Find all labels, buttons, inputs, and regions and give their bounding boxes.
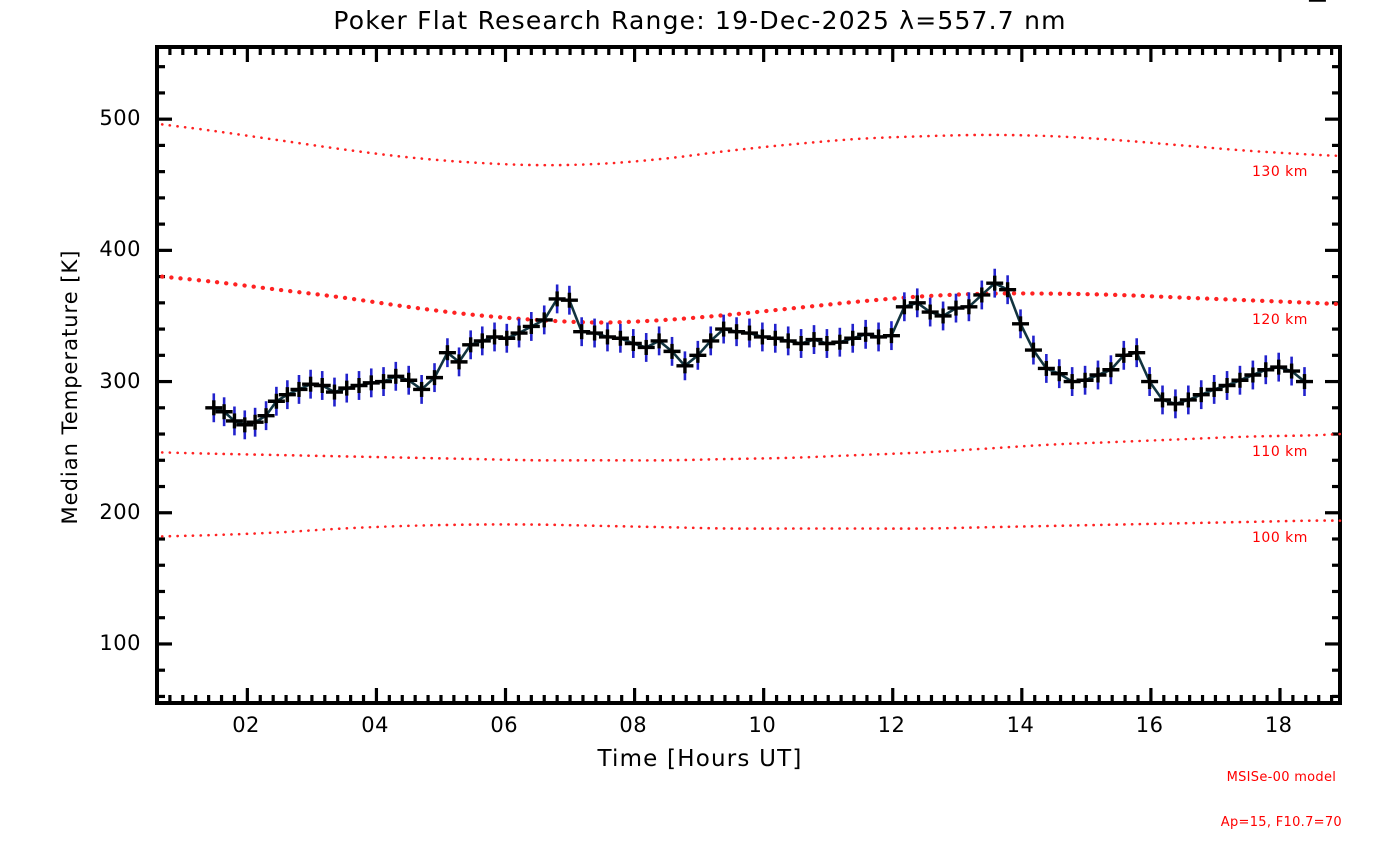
altitude-label-120km: 120 km	[1252, 311, 1308, 328]
model-curve-130km	[160, 123, 1342, 167]
x-tick-label: 12	[877, 713, 906, 737]
plot-frame	[155, 45, 1342, 705]
chart-canvas	[155, 0, 1343, 705]
y-tick-label: 300	[99, 368, 141, 393]
model-curve-100km	[160, 519, 1342, 538]
model-name-text: MSISe-00 model	[1226, 770, 1337, 785]
model-params-text: Ap=15, F10.7=70	[1220, 815, 1342, 830]
x-tick-label: 14	[1006, 713, 1035, 737]
x-tick-label: 02	[232, 713, 260, 737]
x-tick-label: 06	[490, 713, 519, 737]
y-tick-label: 200	[99, 499, 141, 524]
x-tick-label: 10	[748, 713, 777, 737]
data-markers	[205, 0, 1326, 433]
model-curve-110km	[160, 432, 1342, 462]
x-tick-label: 04	[361, 713, 389, 737]
altitude-label-100km: 100 km	[1252, 529, 1308, 546]
y-tick-label: 400	[99, 237, 141, 262]
altitude-label-110km: 110 km	[1252, 444, 1308, 461]
page-title: Poker Flat Research Range: 19-Dec-2025 λ…	[333, 6, 1067, 35]
x-tick-label: 08	[619, 713, 648, 737]
y-tick-label: 500	[99, 106, 141, 131]
x-tick-label: 18	[1264, 713, 1293, 737]
chart-page: Poker Flat Research Range: 19-Dec-2025 λ…	[58, 0, 1343, 830]
x-axis-label: Time [Hours UT]	[597, 746, 803, 772]
x-tick-label: 16	[1135, 713, 1164, 737]
model-curve-120km	[160, 274, 1343, 325]
y-tick-label: 100	[99, 630, 141, 655]
altitude-label-130km: 130 km	[1252, 163, 1308, 180]
axis-ticks	[155, 47, 1340, 703]
error-bars	[212, 268, 1306, 440]
